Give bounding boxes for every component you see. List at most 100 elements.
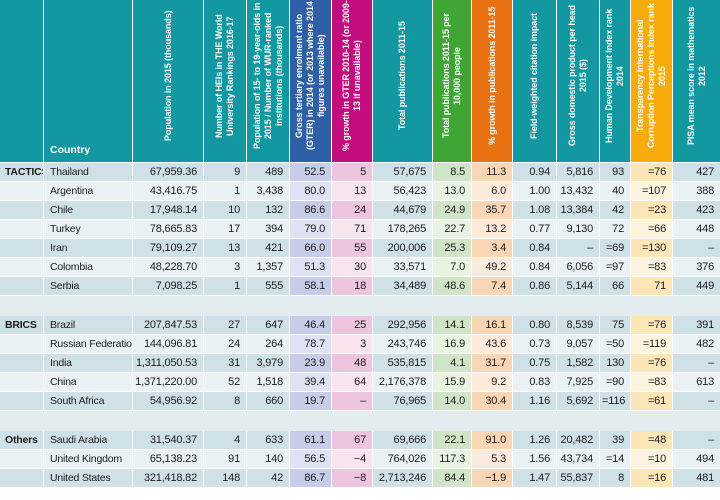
- column-header-label: Population of 15- to 19-year-olds in 201…: [251, 2, 284, 150]
- cell-pubs_growth: 9.2: [472, 373, 513, 392]
- column-header-cpi: Transparency International Corruption Pe…: [631, 0, 673, 163]
- cell-gdp: 13,432: [557, 182, 600, 201]
- cell-fwci: 0.83: [513, 373, 557, 392]
- cell-pubs_per_10k: 15.9: [433, 373, 472, 392]
- country-name: Iran: [44, 239, 133, 258]
- cell-pubs_growth: 49.2: [472, 258, 513, 277]
- cell-pubs_per_10k: 8.5: [433, 163, 472, 182]
- table-row: South Africa 54,956.92 8 660 19.7–76,965 14.0…: [0, 392, 720, 411]
- cell-total_pubs: 764,026: [373, 450, 433, 469]
- cell-gter_growth: 71: [332, 220, 373, 239]
- cell-cpi: =48: [631, 431, 673, 450]
- cell-gdp: 5,816: [557, 163, 600, 182]
- column-header-label: % growth in publications 2011-15: [486, 6, 497, 146]
- cell-pubs_growth: 30.4: [472, 392, 513, 411]
- cell-pop2015: 54,956.92: [133, 392, 204, 411]
- cell-total_pubs: 76,965: [373, 392, 433, 411]
- cell-pisa: 494: [673, 450, 720, 469]
- cell-pop2015: 79,109.27: [133, 239, 204, 258]
- cell-pubs_growth: 35.7: [472, 201, 513, 220]
- cell-gter: 66.0: [290, 239, 332, 258]
- cell-heis: 17: [204, 220, 247, 239]
- column-header-gdp: Gross domestic product per head 2015 ($): [557, 0, 600, 163]
- country-name: India: [44, 354, 133, 373]
- cell-heis: 1: [204, 277, 247, 296]
- cell-gter: 56.5: [290, 450, 332, 469]
- cell-cpi: =23: [631, 201, 673, 220]
- cell-pubs_per_10k: 22.1: [433, 431, 472, 450]
- table-row: Serbia 7,098.25 1 555 58.1 18 34,489 48.6 7.4 0.8…: [0, 277, 720, 296]
- cell-pisa: 449: [673, 277, 720, 296]
- cell-pisa: 481: [673, 469, 720, 488]
- cell-cpi: =10: [631, 450, 673, 469]
- cell-pubs_growth: 7.4: [472, 277, 513, 296]
- cell-total_pubs: 200,006: [373, 239, 433, 258]
- cell-pop2015: 65,138.23: [133, 450, 204, 469]
- cell-pubs_growth: 6.0: [472, 182, 513, 201]
- group-label: [0, 277, 44, 296]
- cell-cpi: =66: [631, 220, 673, 239]
- cell-pisa: 391: [673, 316, 720, 335]
- cell-cpi: =76: [631, 316, 673, 335]
- cell-pop2015: 31,540.37: [133, 431, 204, 450]
- table-row: United States 321,418.82 148 42 86.7 −8 2,713,…: [0, 469, 720, 488]
- cell-gter: 78.7: [290, 335, 332, 354]
- cell-gter: 86.7: [290, 469, 332, 488]
- column-header-label: Population in 2015 (thousands): [162, 10, 173, 142]
- country-name: South Africa: [44, 392, 133, 411]
- group-label: [0, 258, 44, 277]
- cell-pubs_per_10k: 14.1: [433, 316, 472, 335]
- cell-pubs_per_10k: 7.0: [433, 258, 472, 277]
- cell-gter_growth: 48: [332, 354, 373, 373]
- cell-cpi: =76: [631, 163, 673, 182]
- column-header-pubs_growth: % growth in publications 2011-15: [472, 0, 513, 163]
- column-header-label: Total publications 2011-15 per 10,000 pe…: [441, 13, 462, 139]
- cell-pisa: 482: [673, 335, 720, 354]
- cell-gdp: 5,692: [557, 392, 600, 411]
- cell-gter: 51.3: [290, 258, 332, 277]
- cell-gdp: 55,837: [557, 469, 600, 488]
- country-name: United States: [44, 469, 133, 488]
- cell-pubs_growth: 91.0: [472, 431, 513, 450]
- cell-fwci: 0.77: [513, 220, 557, 239]
- cell-pubs_per_10k: 48.6: [433, 277, 472, 296]
- cell-total_pubs: 178,265: [373, 220, 433, 239]
- cell-gdp: –: [557, 239, 600, 258]
- cell-pop2015: 48,228.70: [133, 258, 204, 277]
- country-name: Turkey: [44, 220, 133, 239]
- group-label: Others: [0, 431, 44, 450]
- country-column-header: Country: [44, 0, 133, 163]
- group-label: TACTICS: [0, 163, 44, 182]
- cell-pisa: 448: [673, 220, 720, 239]
- cell-pop2015: 67,959.36: [133, 163, 204, 182]
- column-header-label: Gross domestic product per head 2015 ($): [567, 5, 588, 147]
- cell-heis: 9: [204, 163, 247, 182]
- cell-total_pubs: 243,746: [373, 335, 433, 354]
- column-header-heis: Number of HEIs in THE World University R…: [204, 0, 247, 163]
- column-header-label: Field-weighted citation impact: [529, 13, 540, 140]
- country-name: Serbia: [44, 277, 133, 296]
- cell-cpi: =119: [631, 335, 673, 354]
- country-name: China: [44, 373, 133, 392]
- cell-total_pubs: 34,489: [373, 277, 433, 296]
- column-header-label: Human Development Index rank 2014: [604, 8, 625, 144]
- cell-heis: 13: [204, 239, 247, 258]
- table-row: Colombia 48,228.70 3 1,357 51.3 30 33,571 7.0 49…: [0, 258, 720, 277]
- cell-gter: 23.9: [290, 354, 332, 373]
- cell-fwci: 0.86: [513, 277, 557, 296]
- cell-cpi: =76: [631, 354, 673, 373]
- cell-pubs_growth: 16.1: [472, 316, 513, 335]
- cell-pisa: –: [673, 392, 720, 411]
- cell-gter_growth: −8: [332, 469, 373, 488]
- group-label: BRICS: [0, 316, 44, 335]
- cell-hdi: =116: [600, 392, 631, 411]
- cell-pop2015: 321,418.82: [133, 469, 204, 488]
- group-label: [0, 450, 44, 469]
- cell-pisa: –: [673, 354, 720, 373]
- table-row: India 1,311,050.53 31 3,979 23.9 48 535,815 4.1…: [0, 354, 720, 373]
- cell-pop2015: 17,948.14: [133, 201, 204, 220]
- cell-pisa: 613: [673, 373, 720, 392]
- cell-heis: 8: [204, 392, 247, 411]
- cell-total_pubs: 44,679: [373, 201, 433, 220]
- cell-pop1519: 555: [247, 277, 290, 296]
